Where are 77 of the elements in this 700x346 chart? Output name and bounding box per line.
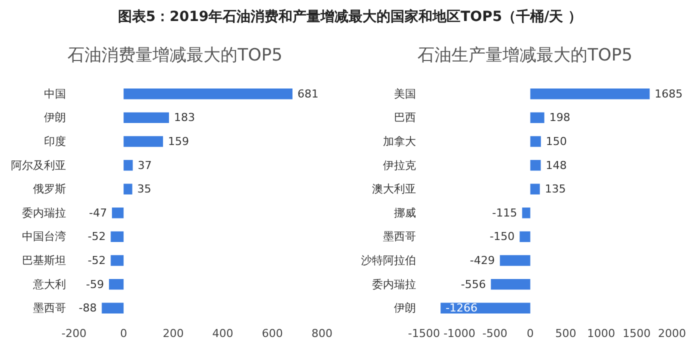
x-tick-label: -1000 [443,327,476,340]
data-label: 35 [137,182,152,196]
bar [522,208,530,218]
bar [530,112,544,124]
y-tick-label: 委内瑞拉 [22,206,66,220]
data-label: -59 [86,278,104,291]
y-tick-label: 美国 [394,87,416,100]
data-label: -150 [490,230,515,244]
bar [112,208,124,218]
data-label: 148 [546,158,567,172]
x-tick-label: 800 [312,327,332,340]
x-tick-label: 200 [162,327,184,340]
bar [490,278,530,290]
bar [108,278,124,290]
bar [530,160,541,171]
y-tick-label: 中国 [44,87,66,100]
data-label: 681 [297,87,318,100]
y-tick-label: 委内瑞拉 [372,278,416,291]
y-tick-label: 阿尔及利亚 [11,158,66,172]
data-label: -47 [88,206,107,220]
bar [440,302,530,314]
data-label: 183 [174,111,195,124]
bar [102,302,124,314]
data-label: 159 [168,135,190,148]
text: 图表5：2019年石油消费和产量增减最大的国家和地区TOP5（千桶/天 ） [116,8,584,27]
bar [124,136,164,147]
y-tick-label: 巴西 [394,111,416,124]
bar [124,88,292,100]
y-tick-label: 墨西哥 [33,302,66,315]
data-label: -556 [460,278,486,291]
bar [520,231,530,242]
x-tick-label: 600 [262,327,283,340]
data-label: 135 [544,182,566,196]
y-tick-label: 沙特阿拉伯 [361,254,416,267]
chart-title: 石油生产量增减最大的TOP5 [418,46,632,66]
y-tick-label: 伊朗 [44,111,66,124]
y-tick-label: 印度 [44,135,66,148]
bar [124,160,133,171]
x-tick-label: 500 [555,327,576,340]
x-tick-label: 0 [120,327,128,340]
y-tick-label: 墨西哥 [383,230,416,244]
y-tick-label: 挪威 [394,206,416,220]
data-label: -115 [492,206,518,220]
bar [124,112,169,124]
bar [124,184,132,194]
y-tick-label: 巴基斯坦 [22,254,66,267]
data-label: -52 [88,230,106,244]
bar [110,255,124,266]
data-label: -52 [88,254,106,267]
y-tick-label: 伊朗 [394,302,416,315]
y-tick-label: 伊拉克 [383,158,416,172]
data-label: -88 [78,302,97,315]
data-label: 150 [546,135,567,148]
y-tick-label: 加拿大 [383,135,416,148]
y-tick-label: 澳大利亚 [372,182,416,196]
x-tick-label: -1500 [408,327,440,340]
data-label: -1266 [446,302,478,315]
x-tick-label: -200 [62,327,86,340]
data-label: 198 [549,111,570,124]
data-label: -429 [470,254,495,267]
x-tick-label: 1500 [622,327,651,340]
y-tick-label: 俄罗斯 [33,182,66,196]
bar [110,231,124,242]
x-tick-label: 2000 [658,327,686,340]
bar [530,136,541,147]
y-tick-label: 中国台湾 [22,230,66,244]
y-tick-label: 意大利 [32,278,66,291]
chart-title: 石油消费量增减最大的TOP5 [68,46,282,66]
x-tick-label: -500 [482,327,508,340]
x-tick-label: 400 [212,327,234,340]
data-label: 37 [138,158,152,172]
bar [500,255,530,266]
x-tick-label: 1000 [587,327,616,340]
data-label: 1685 [654,87,683,100]
bar [530,88,650,100]
x-tick-label: 0 [526,327,534,340]
bar [530,184,540,194]
